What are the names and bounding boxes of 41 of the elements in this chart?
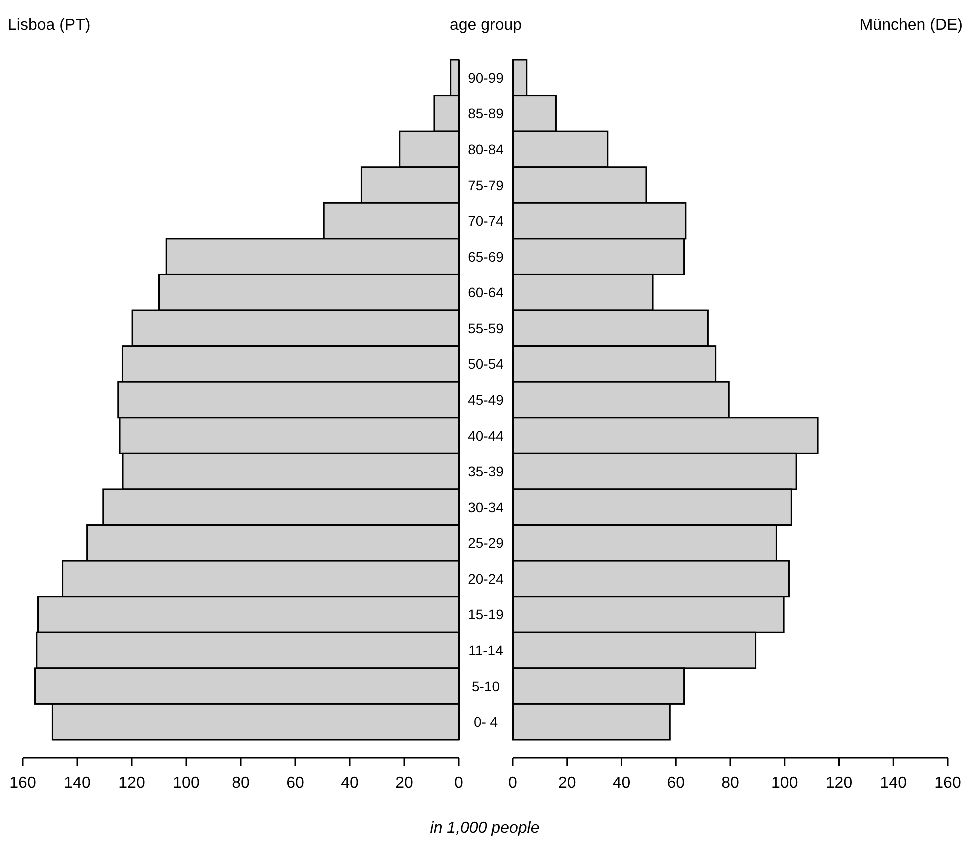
x-tick-label: 160 xyxy=(934,775,962,792)
y-tick-label: 25-29 xyxy=(468,535,504,552)
x-tick-label: 160 xyxy=(10,775,36,792)
y-tick-label: 65-69 xyxy=(468,248,504,265)
y-tick-label: 30-34 xyxy=(468,499,504,516)
x-tick-label: 100 xyxy=(772,775,798,792)
y-tick-label: 45-49 xyxy=(468,392,504,408)
x-tick-label: 140 xyxy=(880,775,908,792)
y-tick-label: 40-44 xyxy=(468,428,504,444)
y-tick-label: 55-59 xyxy=(468,320,504,336)
x-tick-label: 120 xyxy=(118,775,146,792)
x-tick-label: 60 xyxy=(286,775,304,792)
y-tick-label: 35-39 xyxy=(468,464,504,480)
x-tick-label: 0 xyxy=(454,775,464,792)
x-tick-label: 80 xyxy=(722,775,740,792)
y-tick-label: 15-19 xyxy=(468,606,504,623)
y-tick-label: 0- 4 xyxy=(474,714,498,730)
chart-title: München (DE) xyxy=(860,17,963,34)
x-tick-label: 80 xyxy=(232,775,250,792)
y-tick-label: 20-24 xyxy=(468,570,504,587)
x-tick-label: 20 xyxy=(558,775,576,792)
y-tick-label: 5-10 xyxy=(472,678,500,694)
y-tick-label: 90-99 xyxy=(468,70,504,86)
y-tick-label: 80-84 xyxy=(468,141,504,158)
x-tick-label: 40 xyxy=(612,775,631,792)
x-tick-label: 0 xyxy=(508,775,518,792)
x-tick-label: 40 xyxy=(341,775,359,792)
x-tick-label: 60 xyxy=(667,775,686,792)
x-axis-title: in 1,000 people xyxy=(430,820,540,837)
x-tick-label: 140 xyxy=(64,775,91,792)
chart-title: Lisboa (PT) xyxy=(8,17,91,34)
y-tick-label: 70-74 xyxy=(468,213,504,230)
x-tick-label: 100 xyxy=(173,775,200,792)
y-tick-label: 75-79 xyxy=(468,177,504,194)
y-tick-label: 60-64 xyxy=(468,284,504,301)
y-axis-title: age group xyxy=(450,17,522,34)
y-tick-label: 11-14 xyxy=(468,642,504,659)
y-tick-label: 50-54 xyxy=(468,356,504,372)
x-tick-label: 20 xyxy=(396,775,414,792)
x-tick-label: 120 xyxy=(826,775,853,792)
y-tick-label: 85-89 xyxy=(468,106,504,122)
